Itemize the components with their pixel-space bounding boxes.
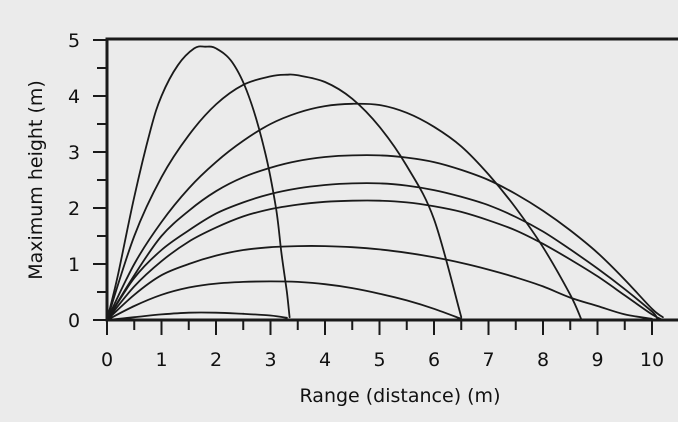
y-tick-label: 1 [68,254,80,276]
trajectory-line-5 [106,182,659,321]
x-tick-label: 5 [373,349,385,371]
tick-labels: 0 1 2 3 4 5 0 1 2 3 4 5 6 7 8 9 10 [68,30,664,371]
trajectory-line-8 [106,73,463,321]
trajectory-line-6 [106,154,664,321]
y-tick-label: 3 [68,142,80,164]
y-tick-label: 5 [68,30,80,52]
axes [93,37,678,335]
x-tick-label: 3 [264,349,276,371]
trajectory-line-1 [106,311,288,321]
x-tick-label: 0 [101,349,113,371]
trajectory-line-3 [106,245,653,321]
y-tick-label: 0 [68,310,80,332]
x-tick-label: 2 [210,349,222,371]
x-tick-label: 6 [428,349,440,371]
y-axis-title: Maximum height (m) [25,80,47,280]
x-tick-label: 8 [537,349,549,371]
x-tick-label: 1 [155,349,167,371]
trajectory-line-4 [106,199,664,321]
x-tick-label: 4 [319,349,331,371]
x-axis-title: Range (distance) (m) [300,385,501,407]
y-tick-label: 4 [68,86,80,108]
trajectory-line-9 [106,45,291,321]
x-tick-label: 10 [640,349,664,371]
series-group [106,45,664,321]
trajectory-line-7 [106,102,582,321]
y-tick-label: 2 [68,198,80,220]
trajectory-line-2 [106,280,463,321]
x-tick-label: 9 [591,349,603,371]
x-tick-label: 7 [482,349,494,371]
